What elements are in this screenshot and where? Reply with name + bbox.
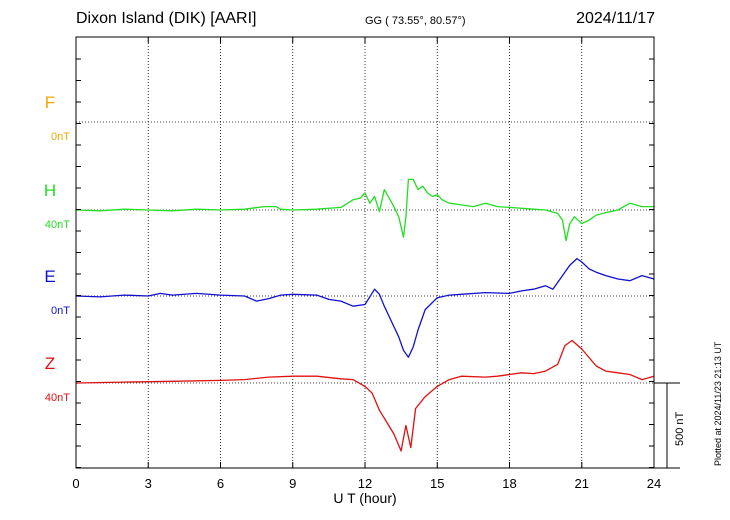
x-tick-label-2: 6	[217, 476, 224, 491]
baseline-label-E: 0nT	[51, 305, 70, 317]
grid	[76, 37, 654, 468]
component-label-F: F	[45, 93, 55, 112]
station-title: Dixon Island (DIK) [AARI]	[76, 10, 257, 27]
x-tick-label-7: 21	[575, 476, 589, 491]
x-tick-label-1: 3	[145, 476, 152, 491]
trace-E	[75, 257, 655, 358]
date-label: 2024/11/17	[576, 10, 655, 27]
trace-H	[75, 178, 654, 242]
scale-bar-label: 500 nT	[674, 411, 686, 446]
baseline-label-Z: 40nT	[45, 392, 70, 404]
trace-Z	[75, 339, 655, 452]
baseline-label-H: 40nT	[45, 219, 70, 231]
x-tick-label-0: 0	[72, 476, 79, 491]
component-label-Z: Z	[45, 354, 55, 373]
component-labels: F 0nT H 40nT E 0nT Z 40nT	[44, 93, 70, 404]
scale-bar: 500 nT	[654, 382, 686, 469]
component-traces	[75, 178, 655, 452]
x-tick-label-8: 24	[647, 476, 661, 491]
component-label-E: E	[44, 267, 55, 286]
x-axis: 0 3 6 9 12 15 18 21 24	[72, 37, 661, 491]
baseline-label-F: 0nT	[51, 131, 70, 143]
x-axis-title: U T (hour)	[333, 490, 396, 506]
x-tick-label-6: 18	[502, 476, 516, 491]
x-tick-label-5: 15	[430, 476, 444, 491]
coordinates-label: GG ( 73.55°, 80.57°)	[365, 15, 466, 27]
component-label-H: H	[44, 181, 56, 200]
x-tick-label-3: 9	[289, 476, 296, 491]
x-tick-label-4: 12	[358, 476, 372, 491]
